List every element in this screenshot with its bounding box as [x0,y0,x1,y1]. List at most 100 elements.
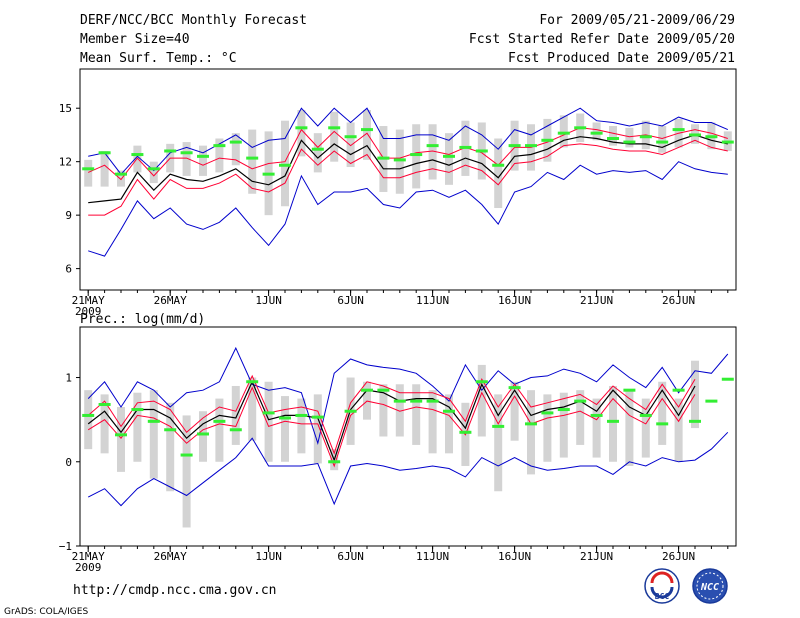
prec-median-mark [115,433,127,437]
prec-median-mark [541,411,554,415]
temp-median-mark [705,135,718,139]
temp-xtick-label: 16JUN [498,294,531,307]
temp-median-mark [98,151,111,155]
temp-spread-box [100,150,109,187]
temp-median-mark [328,126,341,130]
ncc-logo-text: NCC [700,582,719,593]
prec-spread-box [658,381,667,445]
temp-median-mark [147,167,160,171]
prec-spread-box [641,398,650,458]
prec-median-mark [689,419,701,423]
temp-xtick-label: 1JUN [255,294,282,307]
prec-median-mark [197,432,209,436]
prec-spread-box [395,384,404,437]
prec-plot-frame [79,326,737,547]
prec-spread-box [691,360,699,429]
temp-xtick-label: 21MAY [72,294,105,307]
temp-spread-box [133,145,142,173]
temp-max-line [88,107,728,175]
prec-median-mark [574,399,587,403]
temp-median-mark [82,167,95,171]
prec-mean-line [87,380,696,462]
prec-xtick-label: 26MAY [154,550,187,563]
prec-median-mark [607,419,619,423]
prec-median-mark [525,422,537,426]
prec-spread-box [281,396,289,462]
temp-median-mark [377,156,390,160]
prec-median-mark [508,386,521,390]
temp-median-mark [443,154,455,158]
prec-median-mark [98,402,111,406]
prec-median-mark [311,415,324,419]
prec-median-mark [410,399,423,403]
temp-median-mark [590,131,603,135]
prec-spread-box [264,381,273,462]
temp-median-mark [197,154,209,158]
temp-spread-box [445,133,453,185]
prec-median-mark [246,380,259,384]
temp-spread-box [199,145,207,176]
prec-max-line [87,346,729,446]
temp-spread-box [592,122,601,141]
temp-median-mark [623,140,636,144]
prec-median-mark [705,399,718,403]
prec-spread-box [100,394,109,454]
temp-spread-box [182,142,191,176]
prec-ytick-label: −1 [59,540,72,553]
temp-xtick-label: 26JUN [662,294,695,307]
temp-spread-box [297,109,306,157]
prec-spread-box [428,390,437,454]
prec-spread-box [313,394,322,464]
temp-spread-box [117,170,125,187]
ncc-logo: NCC [692,568,728,604]
temp-median-mark [164,149,177,153]
temp-median-mark [131,153,144,157]
temp-plot-frame [79,68,737,291]
temp-year-label: 2009 [75,305,102,318]
prec-xtick-label: 1JUN [255,550,282,563]
temp-spread-box [395,129,404,194]
temp-median-mark [459,145,472,149]
prec-spread-box [412,384,421,445]
temp-spread-box [313,133,322,173]
temp-median-mark [426,144,439,148]
prec-median-mark [443,409,455,413]
chart-title: DERF/NCC/BCC Monthly Forecast [80,13,307,28]
refer-date: Fcst Started Refer Date 2009/05/20 [469,32,735,47]
temperature-panel: 6 9 12 15 21MAY 26MAY 1JUN 6JUN 11JUN 16JUN 21JUN 2… [59,68,737,318]
temp-xtick-label: 11JUN [416,294,449,307]
bcc-logo-text: BCC [655,592,670,601]
prec-median-mark [426,399,439,403]
temp-median-mark [410,153,423,157]
temp-spread-box [412,124,421,189]
prec-spread-box [182,415,191,528]
prec-median-mark [623,388,636,392]
temp-median-mark [541,138,554,142]
prec-spread-box [133,392,142,462]
prec-xtick-label: 11JUN [416,550,449,563]
prec-xtick-label: 6JUN [337,550,364,563]
temp-ytick-label: 15 [59,102,72,115]
temp-median-mark [295,126,308,130]
prec-spread-box [494,394,503,492]
prec-median-mark [344,409,357,413]
grads-credit: GrADS: COLA/IGES [4,607,88,617]
prec-median-mark [590,413,603,417]
temp-spread-box [248,129,257,194]
temp-median-mark [574,126,587,130]
prec-median-mark [131,408,144,412]
temp-median-mark [492,163,505,167]
prec-median-mark [328,460,341,464]
temp-ytick-label: 9 [65,209,72,222]
prec-ytick-label: 0 [65,456,72,469]
prec-median-mark [147,419,160,423]
temp-xtick-label: 21JUN [580,294,613,307]
temp-spread-box [281,120,289,207]
prec-spread-box [166,402,175,492]
temp-median-mark [393,158,406,162]
prec-median-mark [229,428,242,432]
forecast-period: For 2009/05/21-2009/06/29 [539,13,735,28]
prec-spread-box [84,390,93,450]
temp-spread-box [625,127,634,148]
